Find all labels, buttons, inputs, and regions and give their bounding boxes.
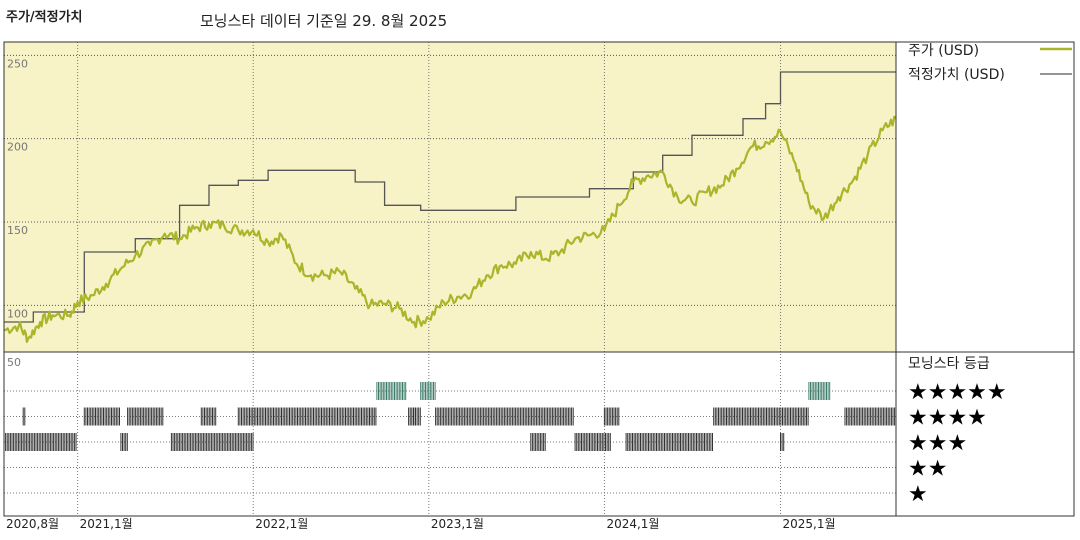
rating-axis-label: 50 (7, 356, 21, 369)
rating-period-4-star (237, 407, 377, 426)
rating-period-4-star (200, 407, 217, 426)
legend-price-label: 주가 (USD) (908, 43, 979, 59)
rating-period-4-star (413, 407, 421, 426)
rating-period-4-star (22, 407, 26, 426)
x-tick-labels: 2020,8월 2021,1월 2022,1월 2023,1월 2024,1월 2025,… (6, 517, 836, 531)
chart-frame (3, 41, 1075, 517)
star-rating-barcode (3, 382, 896, 451)
rating-period-4-star (127, 407, 164, 426)
y-tick-label: 200 (7, 141, 28, 154)
legend-star-rows: ★★★★★★★★★★★★★★★ (908, 380, 1007, 507)
rating-period-4-star (844, 407, 896, 426)
rating-period-3-star (120, 433, 128, 451)
legend-star-row: ★ (908, 482, 928, 507)
legend-star-row: ★★ (908, 457, 947, 482)
y-tick-label: 100 (7, 307, 28, 320)
x-tick-label: 2023,1월 (431, 517, 484, 531)
legend: 주가 (USD) 적정가치 (USD) 모닝스타 등급 ★★★★★★★★★★★★… (908, 43, 1072, 507)
x-tick-label: 2025,1월 (783, 517, 836, 531)
y-tick-label: 250 (7, 57, 28, 70)
rating-gridlines (4, 390, 896, 494)
legend-fair-label: 적정가치 (USD) (908, 67, 1005, 83)
price-band-background (4, 42, 896, 352)
x-tick-label: 2024,1월 (606, 517, 659, 531)
rating-period-4-star (83, 407, 120, 426)
fair-value-series-line (4, 71, 896, 323)
rating-period-3-star (780, 433, 785, 451)
rating-period-5-star (376, 382, 407, 400)
y-tick-label: 150 (7, 224, 28, 237)
legend-star-row: ★★★★★ (908, 380, 1007, 405)
price-series-line (3, 115, 897, 343)
rating-period-4-star (603, 407, 620, 426)
data-source-date: 모닝스타 데이터 기준일 29. 8월 2025 (200, 12, 448, 30)
rating-period-4-star (435, 407, 574, 426)
legend-rating-title: 모닝스타 등급 (908, 356, 990, 372)
x-tick-label: 2020,8월 (6, 517, 59, 531)
rating-period-3-star (530, 433, 546, 451)
rating-period-3-star (230, 433, 254, 451)
rating-period-5-star (420, 382, 436, 400)
rating-period-3-star (574, 433, 611, 451)
x-tick-label: 2022,1월 (255, 517, 308, 531)
x-tick-label: 2021,1월 (80, 517, 133, 531)
rating-period-3-star (170, 433, 230, 451)
legend-star-row: ★★★ (908, 431, 967, 456)
rating-period-4-star (713, 407, 809, 426)
rating-period-3-star (625, 433, 713, 451)
rating-period-5-star (808, 382, 831, 400)
chart-title: 주가/적정가치 (6, 10, 83, 25)
y-tick-labels: 100 150 200 250 (7, 57, 28, 320)
legend-star-row: ★★★★ (908, 406, 987, 431)
x-gridlines (77, 42, 782, 516)
